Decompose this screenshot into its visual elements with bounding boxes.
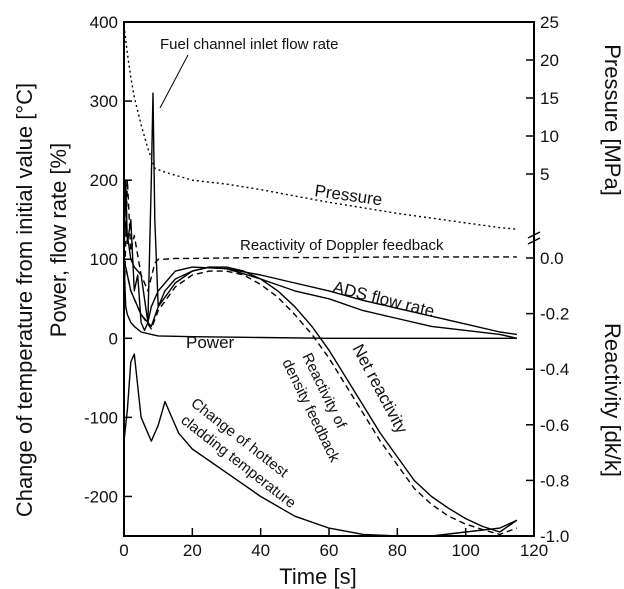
y-axis-title-right-top: Pressure [MPa] — [600, 44, 624, 196]
label-power: Power — [186, 333, 235, 352]
x-tick-label-6: 120 — [520, 541, 548, 560]
reactivity-tick-label-4: -0.8 — [540, 471, 569, 490]
label-net-reactivity: Net reactivity — [348, 341, 411, 437]
series-fuel_inlet — [123, 92, 518, 339]
series-density — [123, 259, 518, 536]
y-axis-title-left-inner: Power, flow rate [%] — [46, 143, 71, 337]
y-axis-title-right-bottom: Reactivity [dk/k] — [600, 323, 624, 477]
left-tick-label-6: -200 — [84, 487, 118, 506]
x-axis-title: Time [s] — [279, 564, 356, 589]
pressure-tick-label-3: 10 — [540, 127, 559, 146]
y-axis-title-left-outer: Change of temperature from initial value… — [12, 83, 37, 517]
label-ads: ADS flow rate — [331, 277, 436, 321]
reactivity-tick-label-3: -0.6 — [540, 416, 569, 435]
label-doppler: Reactivity of Doppler feedback — [240, 237, 444, 254]
pressure-tick-label-4: 5 — [540, 165, 549, 184]
pressure-tick-label-0: 25 — [540, 13, 559, 32]
series-pressure — [123, 25, 517, 230]
left-tick-label-2: 200 — [90, 171, 118, 190]
x-tick-label-5: 100 — [451, 541, 479, 560]
series-layer — [123, 25, 518, 537]
x-tick-label-1: 20 — [183, 541, 202, 560]
series-cladding — [123, 353, 518, 537]
series-power — [123, 259, 517, 339]
axis-break-mark — [527, 231, 541, 245]
x-tick-label-4: 80 — [388, 541, 407, 560]
reactivity-tick-label-1: -0.2 — [540, 305, 569, 324]
pressure-tick-label-2: 15 — [540, 89, 559, 108]
left-tick-label-5: -100 — [84, 408, 118, 427]
left-tick-label-1: 300 — [90, 92, 118, 111]
series-doppler — [123, 179, 517, 307]
x-tick-label-0: 0 — [119, 541, 128, 560]
left-tick-label-0: 400 — [90, 13, 118, 32]
left-tick-label-3: 100 — [90, 250, 118, 269]
pressure-tick-label-1: 20 — [540, 51, 559, 70]
tick-layer: 0 20 40 60 80 100 120 400 300 200 100 0 -100 -200 25 20… — [84, 13, 569, 560]
label-fuel-inlet: Fuel channel inlet flow rate — [160, 36, 338, 53]
series-ads — [123, 219, 517, 336]
label-pressure: Pressure — [313, 181, 383, 209]
x-tick-label-2: 40 — [251, 541, 270, 560]
leader-fuel-inlet — [159, 54, 189, 109]
series-net — [123, 259, 518, 533]
reactivity-tick-label-2: -0.4 — [540, 360, 569, 379]
x-tick-label-3: 60 — [320, 541, 339, 560]
left-tick-label-4: 0 — [109, 329, 118, 348]
reactivity-tick-label-0: 0.0 — [540, 249, 564, 268]
reactivity-tick-label-5: -1.0 — [540, 527, 569, 546]
